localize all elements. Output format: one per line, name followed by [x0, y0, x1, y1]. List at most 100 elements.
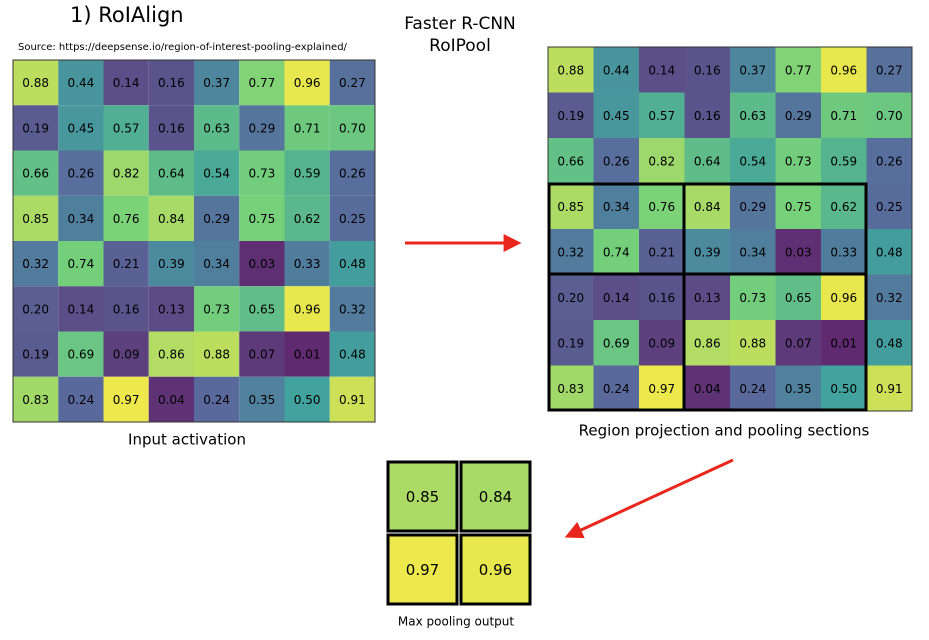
cell-value: 0.32 — [22, 257, 49, 271]
cell — [284, 195, 330, 241]
cell-value: 0.69 — [68, 348, 95, 362]
cell — [103, 105, 149, 151]
cell — [548, 47, 594, 93]
cell-value: 0.96 — [294, 76, 321, 90]
cell — [866, 138, 912, 184]
cell — [194, 331, 240, 377]
cell-value: 0.01 — [830, 336, 857, 350]
cell — [329, 331, 375, 377]
cell-value: 0.16 — [158, 76, 185, 90]
cell-value: 0.14 — [68, 302, 95, 316]
cell — [775, 229, 821, 275]
cell — [329, 105, 375, 151]
cell-value: 0.57 — [113, 121, 140, 135]
cell — [329, 60, 375, 106]
cell — [684, 320, 730, 366]
cell — [639, 274, 685, 320]
cell-value: 0.77 — [249, 76, 276, 90]
cell-value: 0.26 — [603, 154, 630, 168]
cell — [866, 229, 912, 275]
cell — [284, 331, 330, 377]
cell-value: 0.13 — [694, 291, 721, 305]
cell — [329, 286, 375, 332]
cell — [775, 92, 821, 138]
cell — [13, 150, 59, 196]
cell-value: 0.29 — [249, 121, 276, 135]
cell — [194, 60, 240, 106]
cell-value: 0.59 — [294, 167, 321, 181]
cell-value: 0.04 — [694, 382, 721, 396]
cell — [593, 365, 639, 411]
caption: Max pooling output — [398, 615, 515, 629]
cell-value: 0.97 — [406, 561, 439, 579]
cell-value: 0.62 — [294, 212, 321, 226]
cell-value: 0.19 — [22, 348, 49, 362]
cell — [775, 274, 821, 320]
cell — [684, 229, 730, 275]
cell-value: 0.77 — [785, 63, 812, 77]
caption: Region projection and pooling sections — [579, 422, 870, 440]
cell-value: 0.73 — [249, 167, 276, 181]
cell — [239, 376, 285, 422]
cell-value: 0.33 — [294, 257, 321, 271]
cell — [684, 274, 730, 320]
cell — [284, 60, 330, 106]
cell — [194, 105, 240, 151]
cell-value: 0.69 — [603, 336, 630, 350]
cell-value: 0.70 — [876, 109, 903, 123]
cell-value: 0.71 — [294, 121, 321, 135]
cell-value: 0.88 — [203, 348, 230, 362]
cell-value: 0.16 — [694, 63, 721, 77]
cell-value: 0.91 — [876, 382, 903, 396]
cell — [103, 60, 149, 106]
cell — [103, 150, 149, 196]
cell — [730, 138, 776, 184]
cell-value: 0.50 — [830, 382, 857, 396]
cell — [58, 60, 104, 106]
cell — [239, 331, 285, 377]
cell — [866, 92, 912, 138]
method-line: Faster R-CNN — [404, 14, 516, 34]
cell — [821, 365, 867, 411]
grid-border — [12, 59, 376, 423]
title: 1) RoIAlign — [70, 3, 184, 27]
cell-value: 0.97 — [113, 393, 140, 407]
cell-value: 0.74 — [603, 245, 630, 259]
cell — [593, 92, 639, 138]
arrow — [564, 458, 734, 539]
cell — [13, 241, 59, 287]
cell-value: 0.66 — [557, 154, 584, 168]
cell — [284, 286, 330, 332]
cell-value: 0.14 — [113, 76, 140, 90]
cell — [593, 229, 639, 275]
cell-value: 0.83 — [22, 393, 49, 407]
cell — [730, 92, 776, 138]
cell-value: 0.75 — [249, 212, 276, 226]
cell-value: 0.86 — [694, 336, 721, 350]
cell — [684, 47, 730, 93]
cell — [730, 365, 776, 411]
cell-value: 0.50 — [294, 393, 321, 407]
cell — [329, 241, 375, 287]
cell — [639, 183, 685, 229]
cell-value: 0.33 — [830, 245, 857, 259]
cell — [58, 195, 104, 241]
cell-value: 0.83 — [557, 382, 584, 396]
cell-value: 0.70 — [339, 121, 366, 135]
cell — [194, 376, 240, 422]
cell-value: 0.27 — [339, 76, 366, 90]
cell — [548, 320, 594, 366]
cell-value: 0.39 — [158, 257, 185, 271]
cell — [730, 229, 776, 275]
cell — [775, 47, 821, 93]
cell — [593, 47, 639, 93]
cell — [58, 376, 104, 422]
cell — [548, 365, 594, 411]
cell-value: 0.20 — [557, 291, 584, 305]
cell — [821, 47, 867, 93]
cell — [58, 331, 104, 377]
caption: Input activation — [128, 431, 246, 449]
cell-value: 0.32 — [339, 302, 366, 316]
cell — [866, 274, 912, 320]
